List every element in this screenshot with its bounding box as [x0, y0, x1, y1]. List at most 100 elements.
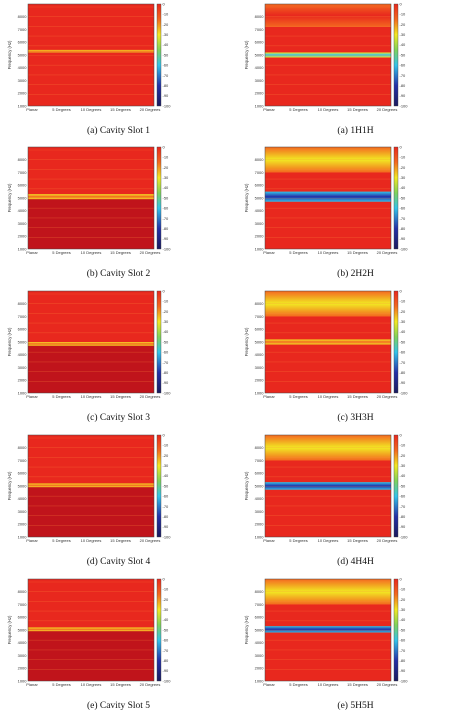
- y-axis-label: Frequency (Hz): [7, 615, 12, 644]
- plot-frame: [264, 3, 392, 107]
- heatmap-band: [265, 147, 391, 173]
- heatmap-band: [265, 52, 391, 58]
- colorbar: [393, 290, 399, 394]
- colorbar-tick-label: -60: [163, 638, 170, 643]
- colorbar-tick-label: -50: [400, 195, 407, 200]
- heatmap-band: [265, 339, 391, 345]
- plot-frame: [27, 3, 155, 107]
- colorbar-tick-label: -10: [400, 12, 407, 17]
- x-tick-label: 10 Degrees: [81, 538, 102, 543]
- y-tick-label: 3000: [18, 365, 28, 370]
- colorbar-tick-label: -90: [163, 236, 170, 241]
- heatmap-svg: 8000 7000 6000 5000 4000 3000 2000 1000 Frequenc…: [244, 288, 408, 399]
- y-tick-label: 2000: [255, 91, 265, 96]
- heatmap-band: [265, 626, 391, 633]
- y-tick-label: 5000: [18, 339, 28, 344]
- colorbar-tick-label: -60: [400, 206, 407, 211]
- heatmap-svg: 8000 7000 6000 5000 4000 3000 2000 1000 Frequenc…: [7, 288, 172, 399]
- y-tick-label: 6000: [18, 615, 28, 620]
- colorbar-tick-label: -40: [163, 185, 170, 190]
- panel-caption: (d) 4H4H: [337, 557, 374, 567]
- y-tick-label: 4000: [255, 640, 265, 645]
- x-tick-label: 20 Degrees: [140, 682, 161, 687]
- colorbar-tick-label: -20: [400, 165, 407, 170]
- colorbar-tick-label: -30: [163, 607, 170, 612]
- y-tick-label: 5000: [18, 52, 28, 57]
- y-tick-label: 2000: [255, 522, 265, 527]
- heatmap-band: [28, 627, 154, 632]
- y-tick-label: 8000: [18, 445, 28, 450]
- plot-frame: [264, 146, 392, 250]
- x-tick-label: 15 Degrees: [110, 107, 131, 112]
- colorbar-tick-label: -80: [163, 370, 170, 375]
- colorbar-tick-label: -40: [163, 473, 170, 478]
- y-tick-label: 6000: [18, 471, 28, 476]
- colorbar-tick-label: -70: [163, 360, 170, 365]
- colorbar: [156, 146, 162, 250]
- heatmap-band: [265, 344, 391, 393]
- heatmap-svg: 8000 7000 6000 5000 4000 3000 2000 1000 Frequenc…: [244, 144, 408, 255]
- colorbar-tick-label: -10: [400, 443, 407, 448]
- colorbar-tick-label: -50: [163, 483, 170, 488]
- y-tick-label: 1000: [255, 390, 265, 395]
- colorbar-tick-label: -30: [163, 175, 170, 180]
- heatmap-svg: 8000 7000 6000 5000 4000 3000 2000 1000 Frequenc…: [7, 576, 172, 687]
- colorbar-tick-label: -60: [163, 494, 170, 499]
- y-tick-label: 7000: [255, 170, 265, 175]
- y-tick-label: 1000: [18, 103, 28, 108]
- y-tick-label: 5000: [255, 627, 265, 632]
- y-tick-label: 2000: [18, 234, 28, 239]
- colorbar-tick-label: -40: [163, 42, 170, 47]
- colorbar-tick-label: 0: [400, 576, 403, 581]
- colorbar-tick-label: -100: [163, 678, 172, 683]
- colorbar-tick-label: -60: [400, 350, 407, 355]
- colorbar-tick-label: -70: [400, 360, 407, 365]
- colorbar-tick-label: -90: [163, 668, 170, 673]
- colorbar-tick-label: -50: [163, 627, 170, 632]
- x-tick-label: 15 Degrees: [347, 682, 368, 687]
- x-tick-label: Planar: [263, 107, 275, 112]
- colorbar-tick-label: -10: [163, 587, 170, 592]
- heatmap-panel: 8000 7000 6000 5000 4000 3000 2000 1000 Frequenc…: [0, 575, 237, 718]
- y-tick-label: 4000: [18, 208, 28, 213]
- heatmap-panel: 8000 7000 6000 5000 4000 3000 2000 1000 Frequenc…: [237, 431, 474, 574]
- colorbar-tick-label: -80: [163, 83, 170, 88]
- colorbar-tick-label: -70: [400, 648, 407, 653]
- colorbar-tick-label: -10: [163, 12, 170, 17]
- colorbar-tick-label: -90: [163, 524, 170, 529]
- x-tick-label: 15 Degrees: [347, 538, 368, 543]
- plot-frame: [264, 578, 392, 682]
- x-tick-label: 5 Degrees: [52, 250, 70, 255]
- colorbar-tick-label: -80: [400, 83, 407, 88]
- colorbar-tick-label: -50: [400, 52, 407, 57]
- y-tick-label: 1000: [255, 678, 265, 683]
- colorbar-tick-label: -20: [163, 597, 170, 602]
- x-tick-label: Planar: [26, 538, 38, 543]
- panel-caption: (c) Cavity Slot 3: [86, 413, 151, 423]
- heatmap-band: [265, 191, 391, 202]
- y-tick-label: 8000: [255, 445, 265, 450]
- heatmap-band: [265, 460, 391, 483]
- colorbar-tick-label: -70: [163, 648, 170, 653]
- colorbar: [156, 434, 162, 538]
- colorbar-tick-label: -100: [163, 390, 172, 395]
- colorbar: [393, 578, 399, 682]
- colorbar-tick-label: -50: [400, 483, 407, 488]
- colorbar-tick-label: -30: [400, 607, 407, 612]
- plot-frame: [27, 578, 155, 682]
- y-tick-label: 4000: [255, 65, 265, 70]
- heatmap-band: [265, 604, 391, 627]
- colorbar-tick-label: -10: [400, 587, 407, 592]
- panel-caption: (b) 2H2H: [337, 269, 374, 279]
- x-tick-label: 20 Degrees: [140, 107, 161, 112]
- colorbar: [393, 3, 399, 107]
- x-tick-label: 10 Degrees: [81, 682, 102, 687]
- y-tick-label: 8000: [255, 301, 265, 306]
- panel-caption: (a) 1H1H: [337, 126, 374, 136]
- y-tick-label: 7000: [255, 458, 265, 463]
- x-tick-label: 20 Degrees: [140, 538, 161, 543]
- colorbar-tick-label: 0: [400, 1, 403, 6]
- y-tick-label: 2000: [18, 378, 28, 383]
- heatmap-band: [265, 316, 391, 340]
- x-tick-label: Planar: [263, 538, 275, 543]
